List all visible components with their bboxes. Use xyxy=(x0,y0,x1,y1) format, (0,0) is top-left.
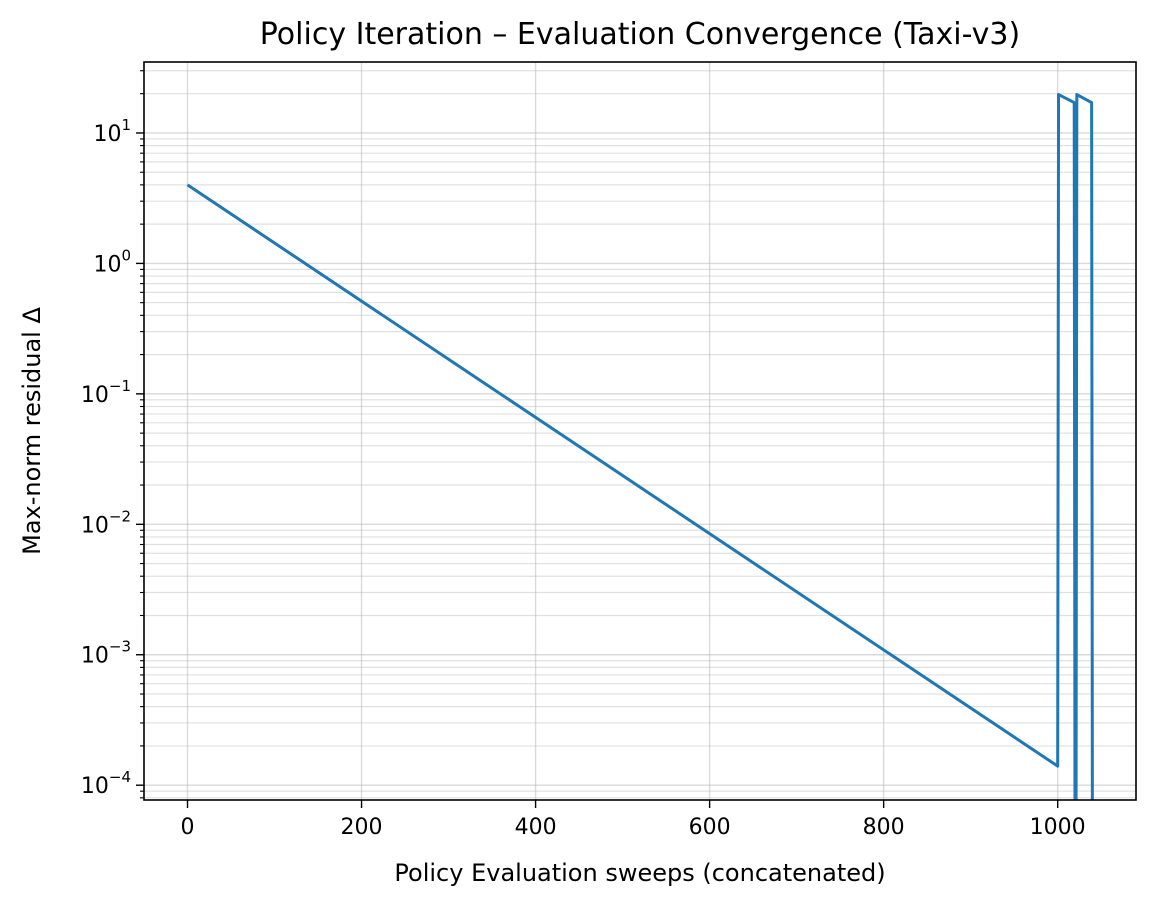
y-tick-label: 10−4 xyxy=(81,768,131,799)
plot-frame xyxy=(143,61,1137,801)
series-layer xyxy=(186,93,1094,800)
y-tick-label: 100 xyxy=(93,246,131,277)
y-axis-label: Max-norm residual Δ xyxy=(18,307,46,555)
x-tick-label: 1000 xyxy=(1030,815,1086,840)
chart-title: Policy Iteration – Evaluation Convergenc… xyxy=(260,17,1020,52)
x-axis-label: Policy Evaluation sweeps (concatenated) xyxy=(394,859,885,887)
x-tick-label: 200 xyxy=(341,815,383,840)
y-tick-label: 10−3 xyxy=(81,638,131,669)
ticks: 10−4 10−3 10−2 10−1 100 101 0 200 400 600 800 1000 xyxy=(81,70,1086,840)
x-tick-label: 800 xyxy=(863,815,905,840)
x-tick-label: 600 xyxy=(689,815,731,840)
x-tick-label: 0 xyxy=(181,815,195,840)
series-line xyxy=(186,93,1094,800)
x-tick-label: 400 xyxy=(515,815,557,840)
grid xyxy=(144,62,1136,800)
y-tick-label: 10−1 xyxy=(81,377,131,408)
y-tick-label: 101 xyxy=(93,116,131,147)
y-tick-label: 10−2 xyxy=(81,507,131,538)
